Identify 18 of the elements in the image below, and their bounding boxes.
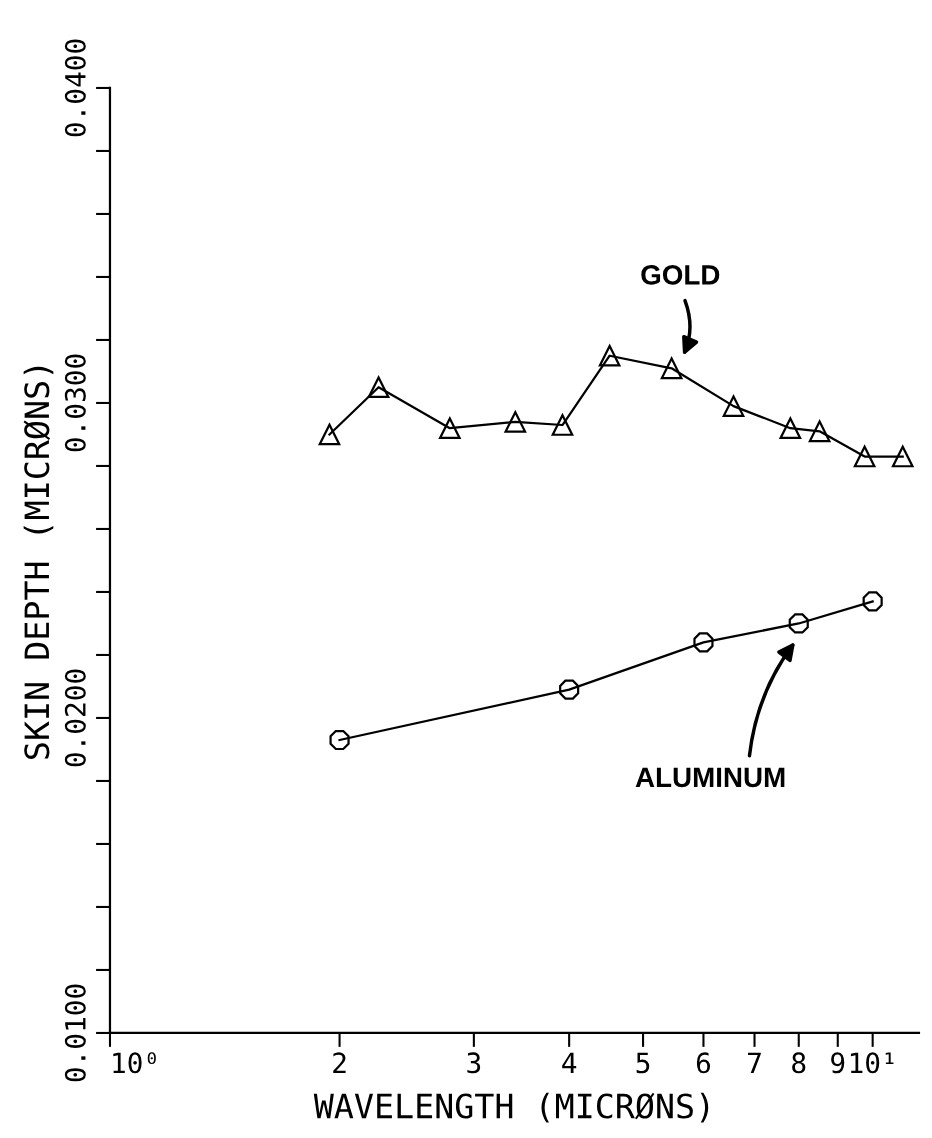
x-tick-label: 8 [792,1052,806,1074]
x-axis-title: WAVELENGTH (MICRØNS) [313,1092,709,1123]
x-tick-label: 10⁰ [113,1052,156,1074]
x-tick-label: 2 [333,1052,346,1073]
y-tick-label: 0.0200 [64,669,86,767]
x-tick-label: 5 [636,1052,650,1074]
x-tick-label: 10¹ [850,1052,894,1074]
x-tick-label: 9 [831,1052,845,1074]
y-tick-label: 0.0300 [64,354,86,452]
x-tick-label: 4 [562,1052,577,1073]
y-tick-label: 0.0100 [64,984,86,1082]
annotation: GOLD [641,265,720,285]
y-tick-label: 0.0400 [64,39,86,137]
x-tick-label: 3 [467,1052,481,1074]
annotation: ALUMINUM [635,767,785,788]
x-tick-label: 6 [696,1052,711,1074]
y-axis-title: SKIN DEPTH (MICRØNS) [23,366,54,759]
x-tick-label: 7 [748,1052,761,1073]
